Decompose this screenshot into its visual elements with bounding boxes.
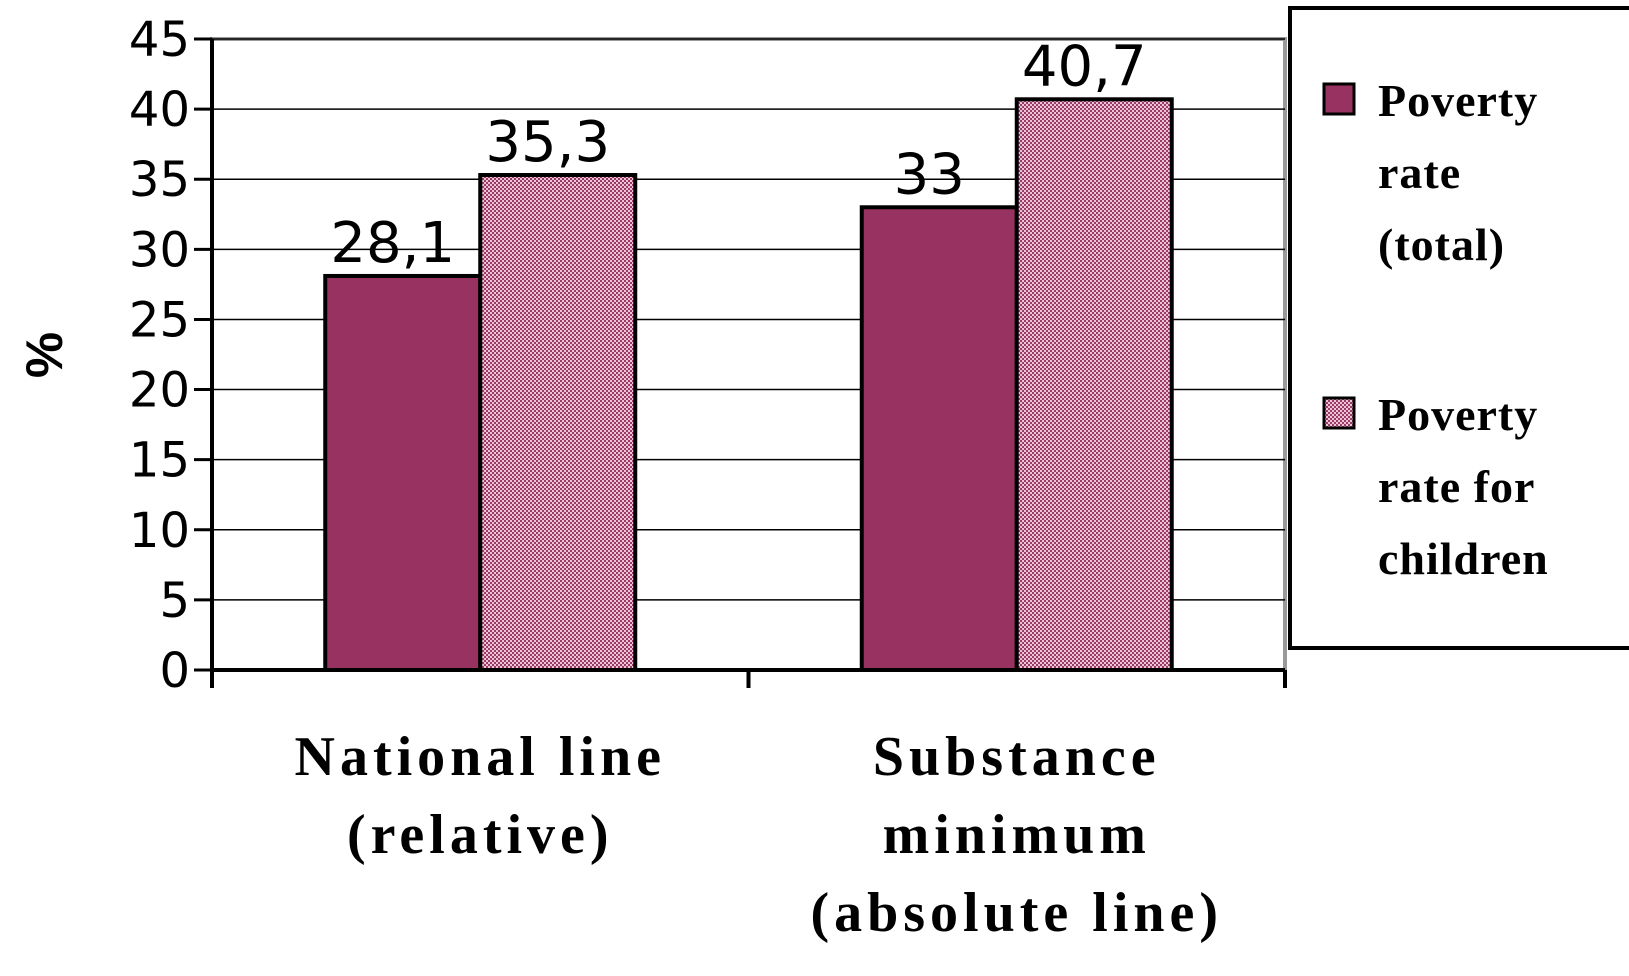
legend-swatch [1322, 82, 1356, 116]
legend-label: (total) [1378, 219, 1505, 270]
legend-label: rate [1378, 147, 1461, 198]
y-tick-label: 45 [129, 12, 190, 68]
bar [323, 273, 483, 672]
axes: 0 5 10 15 20 25 30 35 40 45% National line (relativ… [16, 12, 1287, 944]
y-tick-label: 35 [129, 152, 190, 208]
y-tick-label: 5 [159, 573, 190, 629]
y-tick-label: 10 [129, 503, 190, 559]
y-tick-label: 15 [129, 433, 190, 489]
data-label: 33 [894, 142, 965, 207]
data-label: 28,1 [330, 211, 455, 276]
y-tick-label: 0 [159, 643, 190, 699]
legend: Poverty rate (total) Poverty rate for childre… [1288, 6, 1629, 650]
legend-label: rate for [1378, 461, 1535, 512]
y-tick-label: 30 [129, 222, 190, 278]
legend-swatch [1322, 396, 1356, 430]
legend-label: Poverty [1378, 389, 1538, 440]
data-labels: 28,1 35,3 33 40,7 [330, 34, 1146, 276]
data-label: 40,7 [1022, 34, 1147, 99]
data-label: 35,3 [485, 110, 610, 175]
bar [478, 173, 638, 672]
y-tick-label: 40 [129, 82, 190, 138]
x-category-label: minimum [883, 804, 1151, 866]
x-category-label: (absolute line) [810, 882, 1223, 944]
x-category-label: National line [295, 726, 666, 788]
legend-label: Poverty [1378, 75, 1538, 126]
bar [1014, 97, 1174, 673]
y-tick-label: 25 [129, 292, 190, 348]
y-axis-label: % [16, 332, 74, 378]
x-category-label: Substance [873, 726, 1161, 788]
bars [323, 97, 1174, 673]
bar [859, 205, 1019, 672]
x-category-label: (relative) [347, 804, 614, 866]
legend-label: children [1378, 533, 1549, 584]
y-tick-label: 20 [129, 363, 190, 419]
